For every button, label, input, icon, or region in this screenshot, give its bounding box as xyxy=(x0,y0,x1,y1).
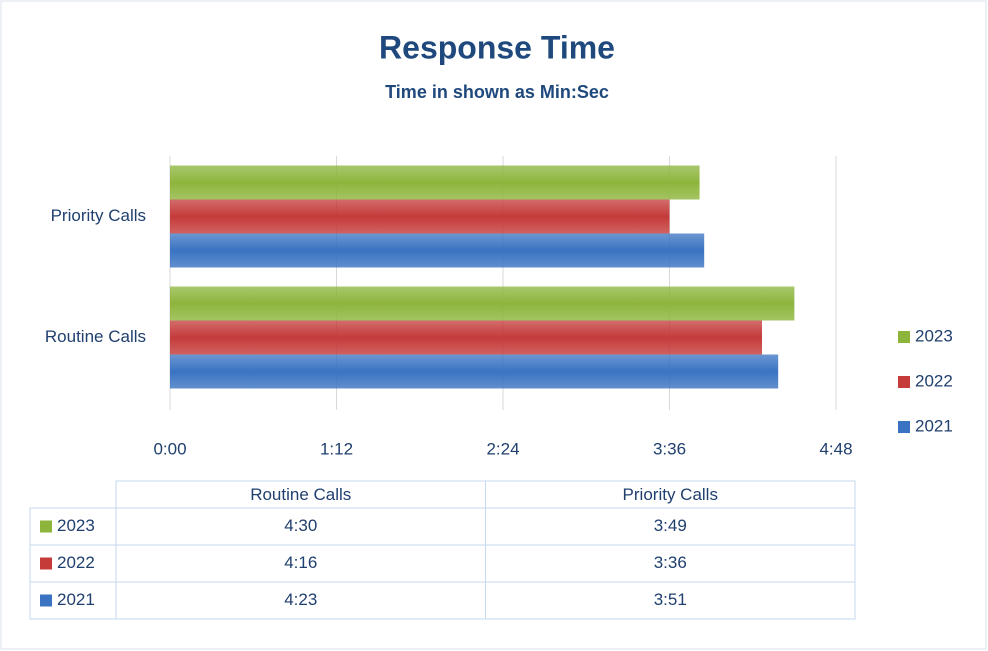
bar xyxy=(170,199,670,234)
table-cell: 4:23 xyxy=(284,590,317,609)
legend-label: 2021 xyxy=(915,416,953,435)
table-row-label: 2022 xyxy=(57,553,95,572)
chart-subtitle: Time in shown as Min:Sec xyxy=(385,82,609,102)
x-tick-label: 1:12 xyxy=(320,439,353,458)
table-cell: 3:49 xyxy=(654,516,687,535)
table-swatch xyxy=(40,594,52,607)
y-tick-label: Priority Calls xyxy=(51,206,146,225)
bar xyxy=(170,165,700,200)
chart-title: Response Time xyxy=(379,29,615,65)
table-row-label: 2021 xyxy=(57,590,95,609)
x-tick-label: 0:00 xyxy=(153,439,186,458)
table-row-label: 2023 xyxy=(57,516,95,535)
table-header: Routine Calls xyxy=(250,485,351,504)
legend-swatch xyxy=(898,376,910,388)
legend-label: 2023 xyxy=(915,326,953,345)
x-tick-label: 4:48 xyxy=(819,439,852,458)
table-swatch xyxy=(40,520,52,533)
x-tick-label: 3:36 xyxy=(653,439,686,458)
bar xyxy=(170,233,705,268)
legend-swatch xyxy=(898,421,910,433)
table-cell: 4:30 xyxy=(284,516,317,535)
table-body-border xyxy=(29,507,856,620)
legend-label: 2022 xyxy=(915,371,953,390)
legend-swatch xyxy=(898,331,910,343)
table-cell: 3:51 xyxy=(654,590,687,609)
table-cell: 3:36 xyxy=(654,553,687,572)
bar xyxy=(170,320,762,355)
x-tick-label: 2:24 xyxy=(486,439,519,458)
table-header: Priority Calls xyxy=(623,485,718,504)
bar xyxy=(170,286,795,321)
table-cell: 4:16 xyxy=(284,553,317,572)
y-tick-label: Routine Calls xyxy=(45,327,146,346)
table-swatch xyxy=(40,557,52,570)
bar xyxy=(170,354,779,389)
